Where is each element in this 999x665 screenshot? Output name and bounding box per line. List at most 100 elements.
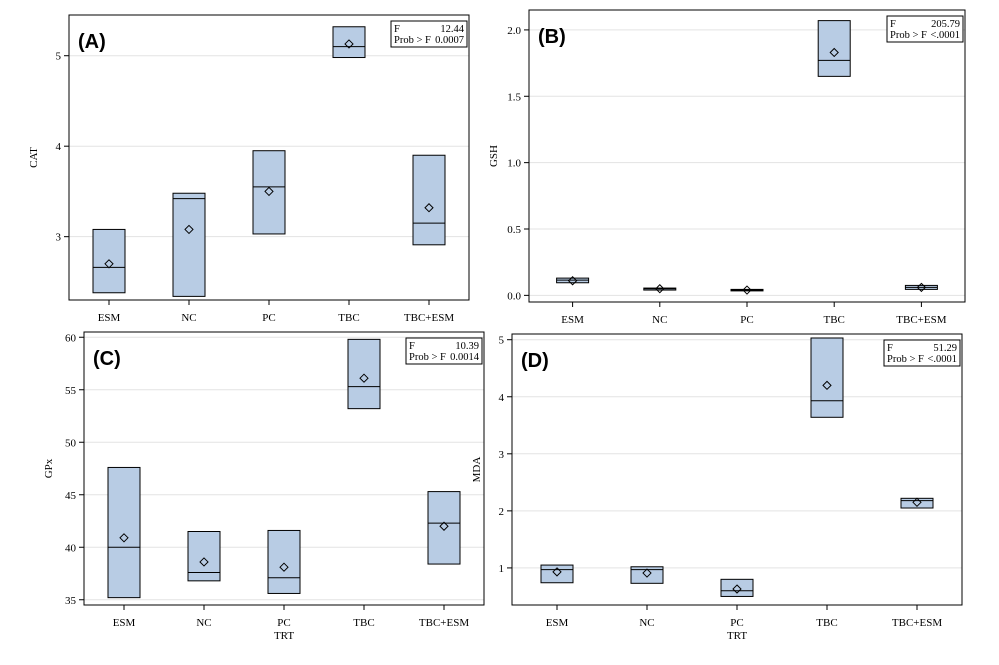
p-value: <.0001 [930, 30, 960, 41]
x-tick-label: PC [277, 617, 290, 629]
plot-frame [528, 9, 966, 303]
stats-box [883, 339, 961, 367]
mean-marker [424, 203, 434, 213]
y-tick-label: 4 [499, 392, 505, 404]
y-tick-label: 35 [65, 595, 77, 607]
y-tick-label: 2 [499, 506, 505, 518]
box [187, 531, 221, 582]
box [412, 154, 446, 246]
y-tick-label: 45 [65, 490, 77, 502]
mean-marker [264, 186, 274, 197]
box [267, 529, 301, 594]
x-tick-label: NC [639, 617, 654, 629]
y-tick-label: 5 [56, 51, 62, 63]
mean-marker [829, 47, 839, 58]
mean-marker [199, 557, 209, 567]
y-axis-title: CAT [28, 147, 40, 168]
p-label: Prob > F [394, 35, 431, 46]
x-tick-label: TBC [338, 312, 359, 324]
p-label: Prob > F [890, 30, 927, 41]
box [172, 192, 206, 297]
mean-marker [822, 380, 832, 391]
f-label: F [890, 19, 896, 30]
p-label: Prob > F [409, 352, 446, 363]
chart-panel-4: 1 2 3 4 5 ESM NC PC TBC TBC+ESM MDA TRT (D) F 51.29 Pro… [471, 333, 963, 642]
p-label: Prob > F [887, 354, 924, 365]
mean-marker [567, 276, 578, 286]
mean-marker [642, 568, 652, 578]
y-tick-label: 2.0 [507, 25, 521, 37]
stats-inset: F 205.79 Prob > F <.0001 [886, 15, 964, 43]
y-tick-label: 0.5 [507, 224, 521, 236]
y-tick-label: 5 [499, 335, 505, 347]
mean-marker [912, 497, 922, 508]
y-tick-label: 4 [56, 141, 62, 153]
y-tick-label: 60 [65, 332, 77, 344]
mean-marker [344, 39, 354, 49]
x-tick-label: PC [730, 617, 743, 629]
y-tick-label: 0.0 [507, 290, 521, 302]
box [810, 337, 844, 418]
mean-marker [732, 584, 742, 594]
x-tick-label: NC [652, 314, 667, 326]
stats-box [405, 337, 483, 365]
chart-panel-1: 3 4 5 ESM NC PC TBC TBC+ESM CAT (A) F 12.44 Prob > F… [28, 14, 470, 324]
p-value: 0.0007 [435, 35, 464, 46]
f-value: 51.29 [933, 343, 957, 354]
x-tick-label: ESM [561, 314, 584, 326]
y-tick-label: 1.5 [507, 91, 521, 103]
x-tick-label: NC [181, 312, 196, 324]
mean-marker [279, 562, 289, 572]
box [252, 150, 286, 235]
x-tick-label: TBC [823, 314, 844, 326]
panel-label: (C) [93, 348, 121, 370]
y-axis-title: GSH [488, 145, 500, 167]
mean-marker [916, 282, 927, 293]
f-label: F [409, 341, 415, 352]
y-axis-title: GPx [43, 458, 55, 478]
chart-panel-2: 0.0 0.5 1.0 1.5 2.0 ESM NC PC TBC TBC+ESM GSH (B) F 2… [488, 9, 966, 326]
stats-inset: F 12.44 Prob > F 0.0007 [390, 20, 468, 48]
x-tick-label: TBC [816, 617, 837, 629]
stats-box [390, 20, 468, 48]
x-tick-label: TBC [353, 617, 374, 629]
y-tick-label: 1.0 [507, 158, 521, 170]
f-label: F [887, 343, 893, 354]
mean-marker [439, 521, 449, 531]
mean-marker [119, 533, 129, 543]
box [630, 566, 664, 584]
y-tick-label: 55 [65, 385, 77, 397]
y-tick-label: 1 [499, 563, 505, 575]
x-tick-label: NC [196, 617, 211, 629]
mean-marker [184, 224, 194, 235]
mean-marker [552, 567, 562, 577]
x-tick-label: ESM [113, 617, 136, 629]
mean-marker [742, 285, 752, 295]
box [427, 491, 461, 565]
x-tick-label: TBC+ESM [404, 312, 454, 324]
x-tick-label: TBC+ESM [896, 314, 946, 326]
panel-label: (D) [521, 350, 549, 372]
x-tick-label: ESM [546, 617, 569, 629]
panel-label: (B) [538, 26, 566, 48]
f-value: 12.44 [440, 24, 464, 35]
y-tick-label: 50 [65, 437, 77, 449]
box [92, 228, 126, 294]
stats-box [886, 15, 964, 43]
x-tick-label: PC [740, 314, 753, 326]
chart-panel-3: 35 40 45 50 55 60 ESM NC PC TBC TBC+ESM GPx TRT (C) F 1… [43, 331, 485, 642]
stats-inset: F 51.29 Prob > F <.0001 [883, 339, 961, 367]
p-value: <.0001 [927, 354, 957, 365]
x-tick-label: TBC+ESM [892, 617, 942, 629]
x-axis-title: TRT [274, 630, 294, 642]
plot-frame [511, 333, 963, 606]
box [107, 466, 141, 599]
box [720, 578, 754, 597]
f-value: 10.39 [455, 341, 479, 352]
y-tick-label: 3 [499, 449, 505, 461]
y-tick-label: 3 [56, 232, 62, 244]
f-label: F [394, 24, 400, 35]
y-tick-label: 40 [65, 542, 77, 554]
f-value: 205.79 [931, 19, 960, 30]
